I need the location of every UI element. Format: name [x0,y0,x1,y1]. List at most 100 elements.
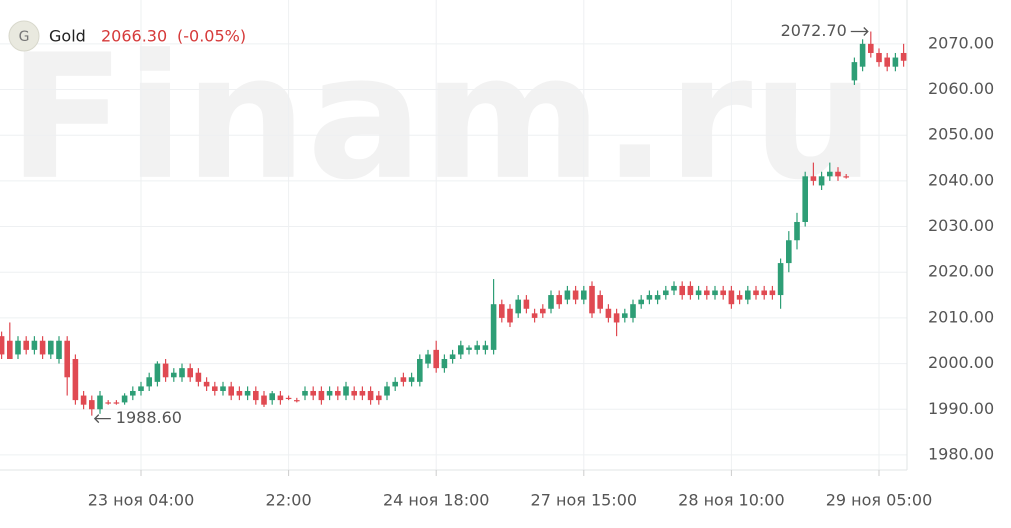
candle-body [630,304,636,318]
candle-body [154,363,161,382]
candle-body [449,354,456,360]
candle-body [244,390,251,396]
candle-body [121,395,128,403]
candle-body [835,171,841,177]
candle-body [253,390,259,401]
candle-body [556,295,562,305]
candle-body [236,390,243,396]
candle-body [482,345,489,350]
candle-body [433,349,439,369]
candle-body [326,390,333,396]
candle-body [171,372,177,378]
candle-body [367,390,374,401]
min-label: 1988.60 [116,408,182,427]
candle-body [376,395,382,401]
candle-body [753,290,759,296]
candle-body [162,363,169,378]
candle-body [474,345,480,350]
candle-body [203,381,210,387]
candle-body [441,359,448,369]
candle-body [884,57,890,67]
candle-body [646,295,653,300]
candle-body [7,340,13,360]
candle-body [589,285,595,314]
y-tick-label: 2000.00 [928,353,994,372]
candle-body [868,43,874,53]
candle-body [400,377,407,382]
candle-body [687,285,694,296]
x-tick-label: 29 ноя 05:00 [826,491,933,510]
candle-body [105,402,111,404]
candle-body [318,390,325,401]
candle-body [572,290,579,300]
watermark: Finam.ru [8,17,875,218]
y-tick-label: 2020.00 [928,262,994,281]
candle-body [261,395,267,405]
candle-body [605,308,612,318]
candle-body [638,299,644,305]
candle-body [130,390,136,396]
candle-body [89,400,95,410]
candle-body [876,52,882,63]
candle-body [704,290,710,296]
candle-body [97,395,103,410]
candle-body [294,400,300,402]
candle-body [794,221,800,241]
candle-body [679,285,685,296]
candle-body [802,176,808,222]
candle-body [23,340,29,350]
candle-body [359,390,366,396]
candle-body [212,386,218,391]
y-tick-label: 1990.00 [928,399,994,418]
candle-body [515,299,521,314]
candle-body [499,304,505,318]
y-tick-label: 2010.00 [928,307,994,326]
y-tick-label: 2030.00 [928,216,994,235]
candle-body [72,359,79,401]
candle-body [654,295,661,300]
candle-body [335,390,341,396]
candle-body [408,377,415,382]
candle-body [302,390,308,396]
symbol-name: Gold [49,27,86,46]
candle-body [0,336,5,355]
candle-body [818,176,825,186]
candle-body [900,52,907,61]
candle-body [540,308,546,314]
candle-body [712,290,718,296]
candle-body [351,390,357,396]
candle-body [581,290,587,300]
x-tick-label: 28 ноя 10:00 [678,491,785,510]
candle-body [548,295,554,309]
candle-body [892,57,899,67]
price-change: (-0.05%) [177,27,246,46]
candle-body [810,176,817,181]
candle-body [490,304,497,350]
candle-body [695,290,702,296]
candle-body [859,43,866,67]
candle-body [56,340,62,360]
candle-body [425,354,431,364]
y-tick-label: 2060.00 [928,79,994,98]
x-tick-label: 22:00 [266,491,312,510]
y-tick-label: 2070.00 [928,33,994,52]
candle-body [720,290,726,296]
candle-body [269,393,275,401]
candle-body [466,347,472,350]
candle-body [613,313,620,323]
candle-body [343,386,349,396]
candle-body [851,62,858,81]
candle-body [827,171,833,177]
candle-body [622,313,628,318]
candle-body [761,290,767,296]
candle-body [786,240,792,264]
candle-body [564,290,571,300]
candle-body [80,395,87,405]
y-tick-label: 2040.00 [928,170,994,189]
candle-body [310,390,316,396]
symbol-icon-letter: G [19,29,30,45]
candle-body [736,295,743,300]
candle-body [728,290,735,305]
price: 2066.30 [101,27,167,46]
